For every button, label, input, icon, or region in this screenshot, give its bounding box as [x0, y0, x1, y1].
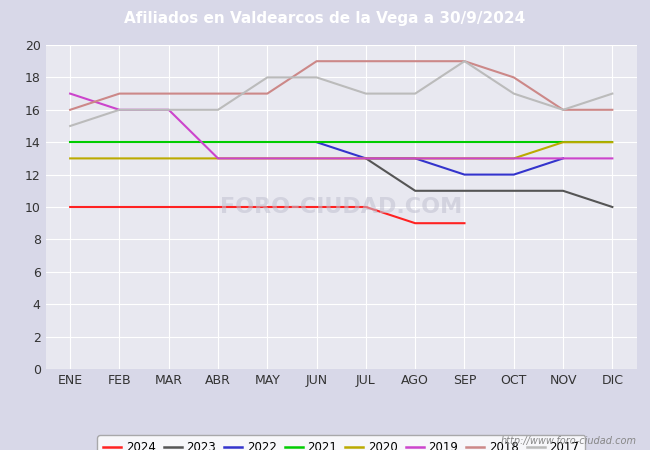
Legend: 2024, 2023, 2022, 2021, 2020, 2019, 2018, 2017: 2024, 2023, 2022, 2021, 2020, 2019, 2018…	[98, 436, 585, 450]
Text: http://www.foro-ciudad.com: http://www.foro-ciudad.com	[501, 436, 637, 446]
Text: FORO-CIUDAD.COM: FORO-CIUDAD.COM	[220, 197, 462, 217]
Text: Afiliados en Valdearcos de la Vega a 30/9/2024: Afiliados en Valdearcos de la Vega a 30/…	[124, 10, 526, 26]
